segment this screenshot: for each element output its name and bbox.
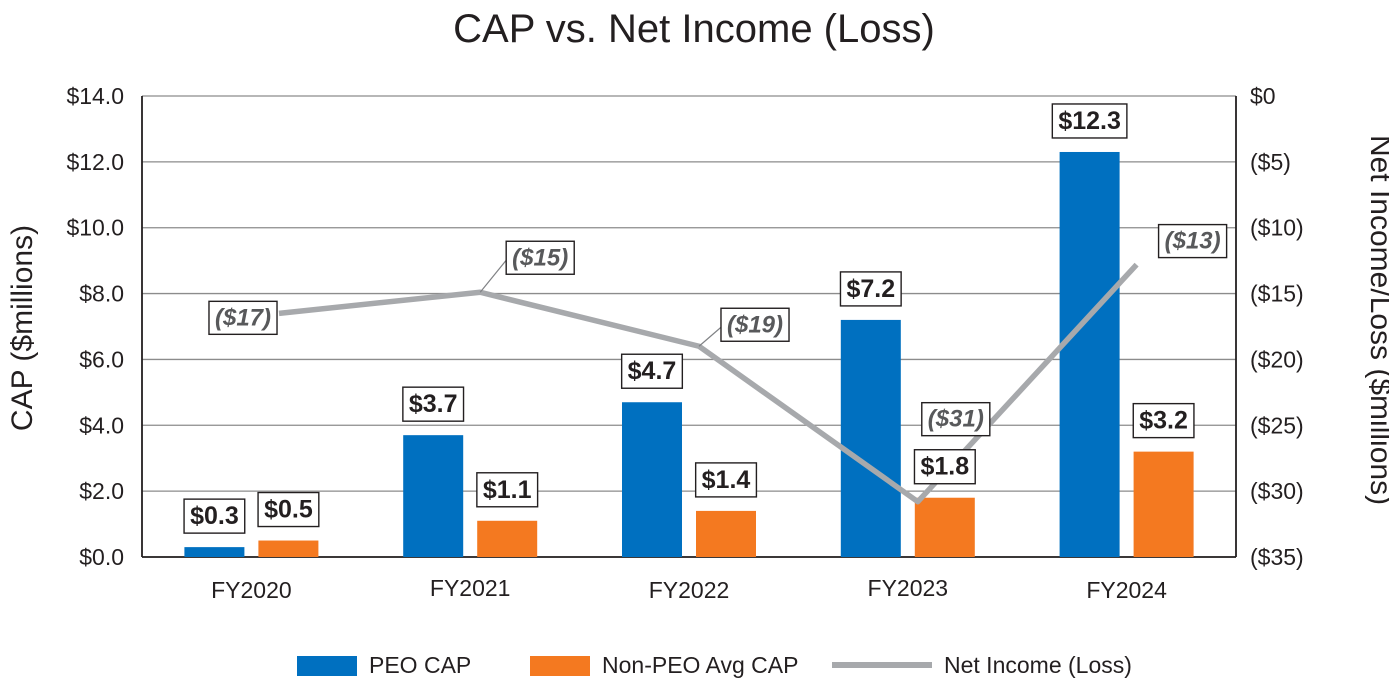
x-tick-label: FY2021 [430, 575, 511, 601]
peo-cap-label: $3.7 [409, 390, 458, 418]
net-income-label-box [1157, 223, 1228, 259]
axes: $0.0 $2.0 $4.0 $6.0 $8.0 $10.0 $12.0 $14.0 ($35)… [66, 83, 1303, 603]
non-peo-cap-label-group: $3.2 [1132, 402, 1195, 439]
y-tick-label: $6.0 [79, 346, 124, 372]
net-income-label: ($31) [928, 406, 984, 433]
y-tick-label: $12.0 [66, 149, 124, 175]
y2-tick-label: ($30) [1250, 478, 1304, 504]
peo-cap-bar [622, 402, 682, 557]
peo-cap-label-group: $3.7 [402, 386, 465, 422]
non-peo-cap-label-box [913, 449, 976, 485]
net-income-label-box [208, 300, 278, 336]
y2-tick-label: ($5) [1250, 149, 1291, 175]
net-income-label-group: ($19) [720, 307, 790, 342]
non-peo-cap-label: $1.8 [920, 453, 969, 481]
y-tick-label: $4.0 [79, 412, 124, 438]
legend-label: Net Income (Loss) [944, 652, 1132, 678]
y-tick-label: $0.0 [79, 544, 124, 570]
y2-tick-label: ($20) [1250, 346, 1304, 372]
non-peo-cap-bar [477, 520, 538, 557]
y2-tick-label: $0 [1250, 83, 1276, 109]
legend-swatch [530, 656, 590, 676]
non-peo-cap-label-box [694, 462, 758, 498]
y-tick-label: $8.0 [79, 281, 124, 307]
non-peo-cap-bar [1133, 451, 1194, 557]
non-peo-cap-label-group: $0.5 [257, 491, 320, 528]
peo-cap-label-group: $0.3 [183, 498, 246, 534]
legend-swatch [297, 656, 357, 676]
peo-cap-label-group: $7.2 [839, 271, 902, 307]
peo-cap-label-box [402, 386, 465, 422]
y2-tick-label: ($10) [1250, 215, 1304, 241]
x-tick-label: FY2023 [868, 575, 949, 601]
non-peo-cap-label-box [1132, 402, 1195, 439]
net-income-label-box [720, 307, 790, 342]
peo-cap-label-group: $4.7 [620, 353, 684, 389]
peo-cap-bar [403, 435, 464, 557]
peo-cap-label: $12.3 [1058, 107, 1121, 135]
y-tick-label: $2.0 [79, 478, 124, 504]
peo-cap-label: $4.7 [628, 357, 677, 385]
non-peo-cap-label-group: $1.8 [913, 449, 976, 485]
non-peo-cap-label-group: $1.4 [694, 462, 758, 498]
peo-cap-label: $7.2 [846, 275, 895, 303]
x-tick-label: FY2024 [1086, 577, 1167, 603]
non-peo-cap-label: $0.5 [264, 496, 313, 524]
peo-cap-bar [840, 319, 901, 557]
peo-cap-bar [184, 547, 245, 557]
chart-title: CAP vs. Net Income (Loss) [453, 7, 935, 51]
y-tick-label: $10.0 [66, 215, 124, 241]
non-peo-cap-label-box [257, 491, 320, 528]
non-peo-cap-label: $1.4 [702, 466, 751, 494]
non-peo-cap-label: $3.2 [1139, 407, 1188, 435]
net-income-label: ($19) [727, 311, 783, 338]
net-income-label: ($15) [512, 244, 568, 271]
peo-cap-label-box [839, 271, 902, 307]
peo-cap-label-box [620, 353, 684, 389]
y-tick-label: $14.0 [66, 83, 124, 109]
non-peo-cap-label-group: $1.1 [476, 472, 539, 508]
peo-cap-label-box [183, 498, 246, 534]
y-axis-label: CAP ($millions) [6, 225, 39, 431]
non-peo-cap-bar [696, 510, 756, 557]
gridlines [142, 95, 1236, 558]
data-labels: $0.3 $3.7 $4.7 $7.2 $12.3 $0.5 $1.1 $1.4 $1.8 $3.… [183, 103, 1228, 534]
peo-cap-label: $0.3 [190, 502, 239, 530]
net-income-label-group: ($17) [208, 300, 278, 336]
x-tick-label: FY2022 [649, 577, 730, 603]
net-income-label-box [921, 401, 991, 437]
net-income-label-group: ($13) [1157, 223, 1228, 259]
non-peo-cap-bar [258, 540, 319, 557]
bar-series [184, 151, 1194, 557]
y2-axis-label: Net Income/Loss ($millions) [1364, 135, 1389, 505]
y2-tick-label: ($25) [1250, 412, 1304, 438]
legend-label: PEO CAP [369, 652, 471, 678]
peo-cap-label-box [1051, 103, 1128, 139]
net-income-label-box [505, 240, 575, 275]
net-income-label: ($17) [215, 304, 271, 331]
peo-cap-bar [1059, 151, 1120, 557]
y2-tick-label: ($35) [1250, 544, 1304, 570]
y2-tick-label: ($15) [1250, 281, 1304, 307]
x-tick-label: FY2020 [211, 577, 292, 603]
peo-cap-label-group: $12.3 [1051, 103, 1128, 139]
net-income-label: ($13) [1165, 228, 1221, 255]
legend-label: Non-PEO Avg CAP [602, 652, 798, 678]
non-peo-cap-label: $1.1 [483, 476, 532, 504]
non-peo-cap-bar [914, 497, 975, 557]
legend: PEO CAP Non-PEO Avg CAP Net Income (Loss) [297, 652, 1132, 678]
net-income-label-group: ($31) [921, 401, 991, 437]
non-peo-cap-label-box [476, 472, 539, 508]
net-income-label-group: ($15) [505, 240, 575, 275]
